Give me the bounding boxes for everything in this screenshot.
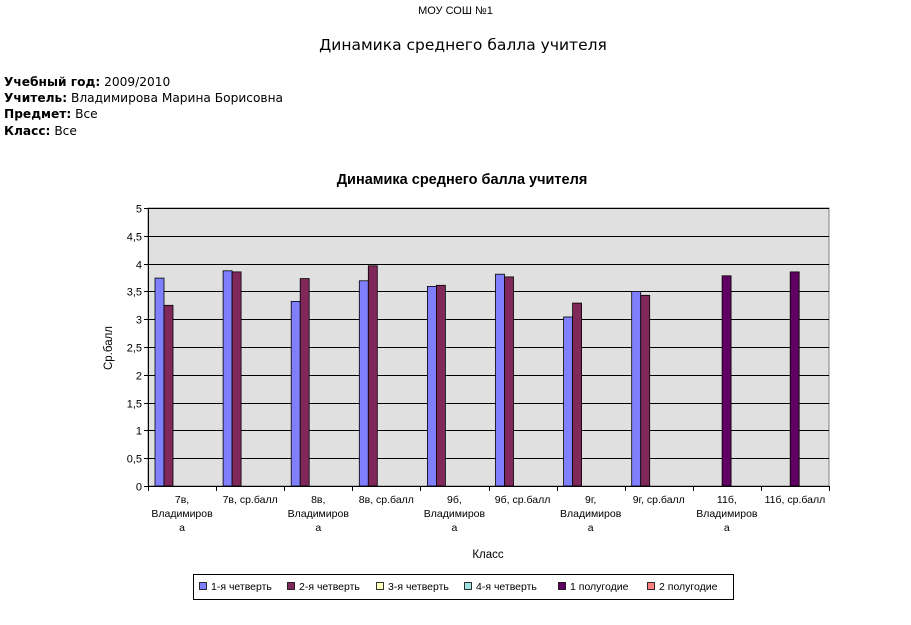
x-tick-label: 8в, ср.балл <box>359 494 414 506</box>
year-value: 2009/2010 <box>104 75 171 89</box>
info-class: Класс: Все <box>4 123 283 139</box>
x-tick-label: Владимиров <box>560 508 622 520</box>
legend-label: 2-я четверть <box>299 581 360 593</box>
legend: 1-я четверть 2-я четверть 3-я четверть 4-я … <box>193 574 734 600</box>
legend-swatch <box>464 582 472 590</box>
x-tick-label: а <box>724 522 730 534</box>
x-tick-label: 7в, <box>175 494 189 506</box>
bar <box>299 278 310 487</box>
bar <box>495 273 505 487</box>
legend-label: 1 полугодие <box>570 581 629 593</box>
x-tick-label: 9б, <box>447 494 462 506</box>
y-tick-label: 3 <box>136 315 142 327</box>
x-tick-label: Владимиров <box>288 508 350 520</box>
legend-swatch <box>287 582 295 590</box>
y-tick-label: 0,5 <box>127 454 142 466</box>
x-tick-label: а <box>315 522 321 534</box>
bar <box>504 276 514 487</box>
report-title: Динамика среднего балла учителя <box>319 36 607 54</box>
y-tick-label: 0 <box>136 482 142 494</box>
info-subject: Предмет: Все <box>4 106 283 122</box>
school-name: МОУ СОШ №1 <box>418 5 493 17</box>
bar <box>231 271 242 487</box>
bars <box>154 265 800 487</box>
chart-title: Динамика среднего балла учителя <box>337 172 588 188</box>
y-tick-label: 3,5 <box>127 287 142 299</box>
x-tick-label: 11б, <box>717 494 737 506</box>
y-tick-label: 4 <box>136 260 142 272</box>
bar <box>789 271 800 487</box>
subject-label: Предмет: <box>4 107 72 122</box>
class-label: Класс: <box>4 123 51 138</box>
legend-swatch <box>199 582 207 590</box>
bar <box>163 304 174 487</box>
y-tick-label: 5 <box>136 204 142 216</box>
x-tick-label: Владимиров <box>424 508 486 520</box>
y-tick-label: 1 <box>136 426 142 438</box>
subject-value: Все <box>75 107 98 122</box>
legend-swatch <box>647 582 655 590</box>
x-tick-label: Владимиров <box>151 508 213 520</box>
bar <box>640 294 651 487</box>
bar <box>222 270 233 487</box>
gridlines <box>148 208 829 459</box>
legend-box <box>193 574 734 600</box>
x-tick-label: 9б, ср.балл <box>495 494 551 506</box>
report-info: Учебный год: 2009/2010 Учитель: Владимир… <box>4 74 283 139</box>
x-tick-label: 7в, ср.балл <box>223 494 278 506</box>
bar <box>367 265 378 487</box>
legend-label: 1-я четверть <box>211 581 272 593</box>
year-label: Учебный год: <box>4 75 101 89</box>
bar <box>290 300 301 487</box>
teacher-value: Владимирова Марина Борисовна <box>71 91 284 106</box>
info-year: Учебный год: 2009/2010 <box>4 74 283 90</box>
x-tick-label: а <box>179 522 185 534</box>
axes: 0 0,5 1 1,5 2 2,5 3 3,5 4 4,5 5 7в, Владимиров а 7в, с… <box>127 204 830 534</box>
teacher-label: Учитель: <box>4 91 68 106</box>
legend-swatch <box>376 582 384 590</box>
bar <box>426 285 437 487</box>
bar <box>435 284 446 487</box>
y-tick-label: 1,5 <box>127 399 142 411</box>
bar <box>631 290 642 487</box>
info-teacher: Учитель: Владимирова Марина Борисовна <box>4 90 283 106</box>
bar <box>721 275 732 487</box>
bar <box>563 316 573 487</box>
x-tick-label: а <box>588 522 594 534</box>
x-tick-label: а <box>452 522 458 534</box>
class-value: Все <box>54 123 77 138</box>
bar <box>358 280 369 487</box>
y-tick-label: 2,5 <box>127 343 142 355</box>
bar <box>154 277 165 487</box>
x-tick-label: 9г, <box>585 494 596 506</box>
x-tick-label: Владимиров <box>696 508 758 520</box>
y-axis-title: Ср.балл <box>103 326 115 370</box>
legend-label: 3-я четверть <box>388 581 449 593</box>
x-tick-label: 9г, ср.балл <box>633 494 685 506</box>
legend-label: 4-я четверть <box>476 581 537 593</box>
x-tick-label: 8в, <box>311 494 325 506</box>
bar <box>572 302 582 487</box>
legend-swatch <box>558 582 566 590</box>
legend-label: 2 полугодие <box>659 581 718 593</box>
y-tick-label: 2 <box>136 371 142 383</box>
x-axis-title: Класс <box>472 549 504 561</box>
y-tick-label: 4,5 <box>127 232 142 244</box>
x-tick-label: 11б, ср.балл <box>765 494 826 506</box>
